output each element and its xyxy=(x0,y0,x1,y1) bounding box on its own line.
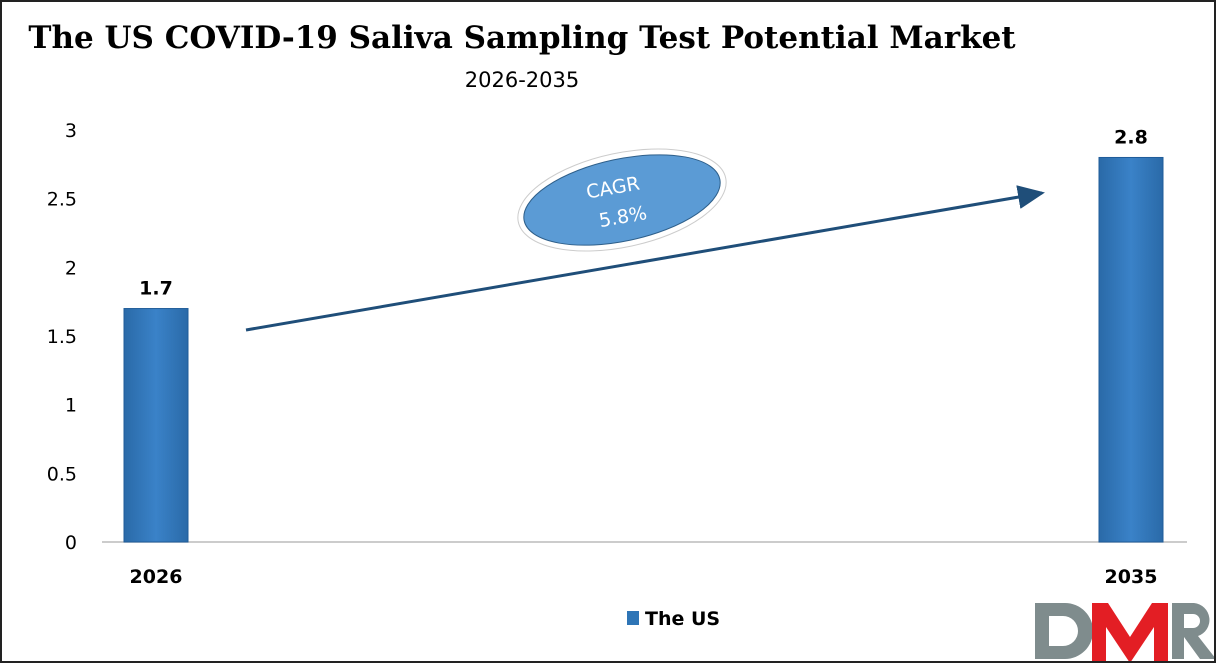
trend-arrow xyxy=(245,185,1045,332)
y-tick-label: 0.5 xyxy=(47,463,77,485)
legend-label: The US xyxy=(645,608,720,630)
data-label: 2.8 xyxy=(1114,126,1148,148)
chart-title: The US COVID-19 Saliva Sampling Test Pot… xyxy=(28,20,1016,56)
chart-subtitle: 2026-2035 xyxy=(464,68,580,92)
bar-2026 xyxy=(123,308,189,543)
x-tick-label: 2035 xyxy=(1105,566,1158,588)
dmr-logo xyxy=(1035,603,1214,661)
y-tick-label: 3 xyxy=(65,120,77,142)
x-tick-label: 2026 xyxy=(130,566,183,588)
y-tick-label: 2.5 xyxy=(47,189,77,211)
y-tick-label: 2 xyxy=(65,257,77,279)
y-tick-label: 1 xyxy=(65,395,77,417)
data-label: 1.7 xyxy=(139,278,173,300)
legend-swatch xyxy=(627,611,639,625)
cagr-ellipse xyxy=(517,148,727,252)
y-tick-label: 0 xyxy=(65,532,77,554)
bar-2035 xyxy=(1098,156,1164,543)
y-tick-label: 1.5 xyxy=(47,326,77,348)
